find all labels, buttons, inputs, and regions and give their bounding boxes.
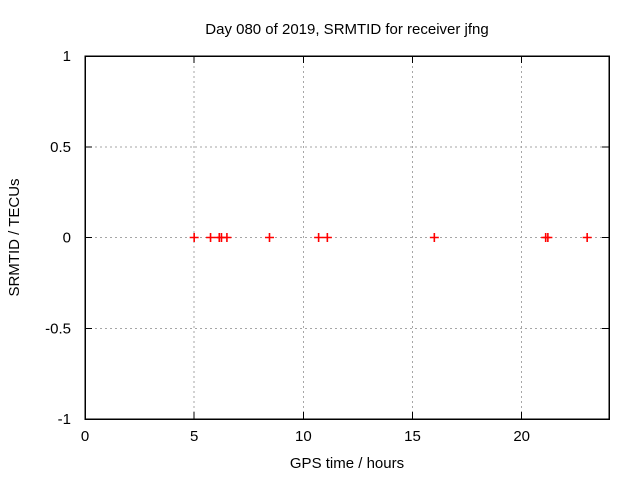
data-point-marker	[543, 233, 553, 242]
grid-lines	[85, 56, 609, 419]
data-point-marker	[189, 233, 199, 242]
data-point-marker	[206, 233, 216, 242]
data-point-marker	[429, 233, 439, 242]
x-tick-label: 15	[404, 428, 421, 445]
x-tick-label: 20	[513, 428, 530, 445]
y-tick-label: -1	[58, 411, 71, 428]
data-point-marker	[582, 233, 592, 242]
x-tick-label: 10	[295, 428, 312, 445]
y-tick-label: 1	[63, 48, 71, 65]
axis-ticks	[84, 55, 609, 420]
x-tick-label: 5	[190, 428, 198, 445]
y-tick-label: 0	[63, 230, 71, 247]
y-axis-label: SRMTID / TECUs	[6, 178, 23, 296]
data-point-marker	[264, 233, 274, 242]
x-tick-label: 0	[81, 428, 89, 445]
data-point-marker	[322, 233, 332, 242]
x-axis-label: GPS time / hours	[290, 455, 404, 472]
y-tick-label: 0.5	[50, 139, 71, 156]
axis-tick-labels: 0 5 10 15 20 1 0.5 0 -0.5 -1	[45, 48, 530, 445]
y-tick-label: -0.5	[45, 320, 71, 337]
data-points	[189, 233, 592, 242]
chart-title: Day 080 of 2019, SRMTID for receiver jfn…	[205, 21, 488, 38]
data-point-marker	[222, 233, 232, 242]
data-point-marker	[314, 233, 324, 242]
